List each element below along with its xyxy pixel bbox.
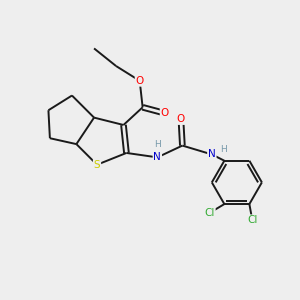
Text: N: N	[208, 149, 216, 159]
Text: Cl: Cl	[204, 208, 215, 218]
Text: O: O	[177, 114, 185, 124]
Text: S: S	[94, 160, 100, 170]
Text: H: H	[220, 145, 227, 154]
Text: H: H	[154, 140, 161, 149]
Text: N: N	[154, 152, 161, 162]
Text: Cl: Cl	[247, 215, 257, 225]
Text: O: O	[160, 108, 169, 118]
Text: O: O	[136, 76, 144, 86]
